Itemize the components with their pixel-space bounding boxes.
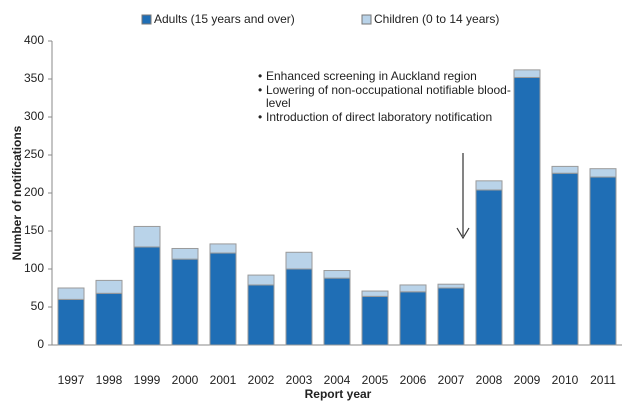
x-tick-label: 2006 [400,373,427,387]
annotation-item: Introduction of direct laboratory notifi… [258,111,523,124]
bar-segment [551,172,579,346]
bar-segment [361,290,389,297]
bar-segment [399,291,427,346]
bar-segment [171,258,199,346]
annotation-item: Enhanced screening in Auckland region [258,70,523,83]
x-tick-label: 2000 [172,373,199,387]
y-tick-label: 100 [24,261,44,275]
bar-segment [95,279,123,294]
x-tick-label: 2009 [514,373,541,387]
x-tick-label: 2001 [210,373,237,387]
annotation-item: Lowering of non-occupational notifiable … [258,84,523,110]
bar-segment [475,189,503,346]
legend-swatch [141,14,152,25]
y-tick-label: 250 [24,147,44,161]
y-tick-label: 200 [24,185,44,199]
x-tick-label: 2007 [438,373,465,387]
x-tick-label: 2011 [590,373,616,387]
bar-segment [399,284,427,293]
x-tick-label: 1998 [96,373,123,387]
y-tick-label: 0 [37,337,44,351]
legend-label: Adults (15 years and over) [154,12,295,26]
legend-label: Children (0 to 14 years) [374,12,499,26]
bar-segment [209,243,237,254]
y-tick-label: 400 [24,33,44,47]
bar-segment [285,251,313,270]
annotation: Enhanced screening in Auckland regionLow… [258,70,523,125]
y-tick-label: 350 [24,71,44,85]
bar-segment [323,270,351,279]
x-tick-label: 2008 [476,373,503,387]
legend-swatch [361,14,372,25]
bar-segment [133,225,161,248]
x-tick-label: 2010 [552,373,579,387]
x-tick-label: 1997 [58,373,85,387]
bar-segment [589,168,617,178]
y-tick-label: 300 [24,109,44,123]
y-tick-label: 150 [24,223,44,237]
x-tick-label: 2004 [324,373,351,387]
bar-segment [285,268,313,346]
x-tick-label: 2003 [286,373,313,387]
bar-segment [133,246,161,346]
annotation-arrowhead [456,227,470,240]
bar-segment [57,287,85,300]
bar-segment [361,295,389,346]
bar-segment [589,176,617,346]
bar-segment [551,165,579,174]
bar-segment [247,284,275,346]
x-axis-label: Report year [305,387,372,401]
x-tick-label: 2002 [248,373,275,387]
x-tick-label: 1999 [134,373,161,387]
bar-segment [57,298,85,346]
bar-segment [95,292,123,346]
bar-segment [209,252,237,346]
bar-segment [247,274,275,286]
bar-segment [171,247,199,260]
y-tick-label: 50 [31,299,45,313]
bar-segment [437,283,465,289]
bar-segment [323,277,351,346]
x-tick-label: 2005 [362,373,389,387]
bar-segment [437,287,465,346]
y-axis-label: Number of notifications [10,125,24,260]
bar-segment [475,180,503,191]
